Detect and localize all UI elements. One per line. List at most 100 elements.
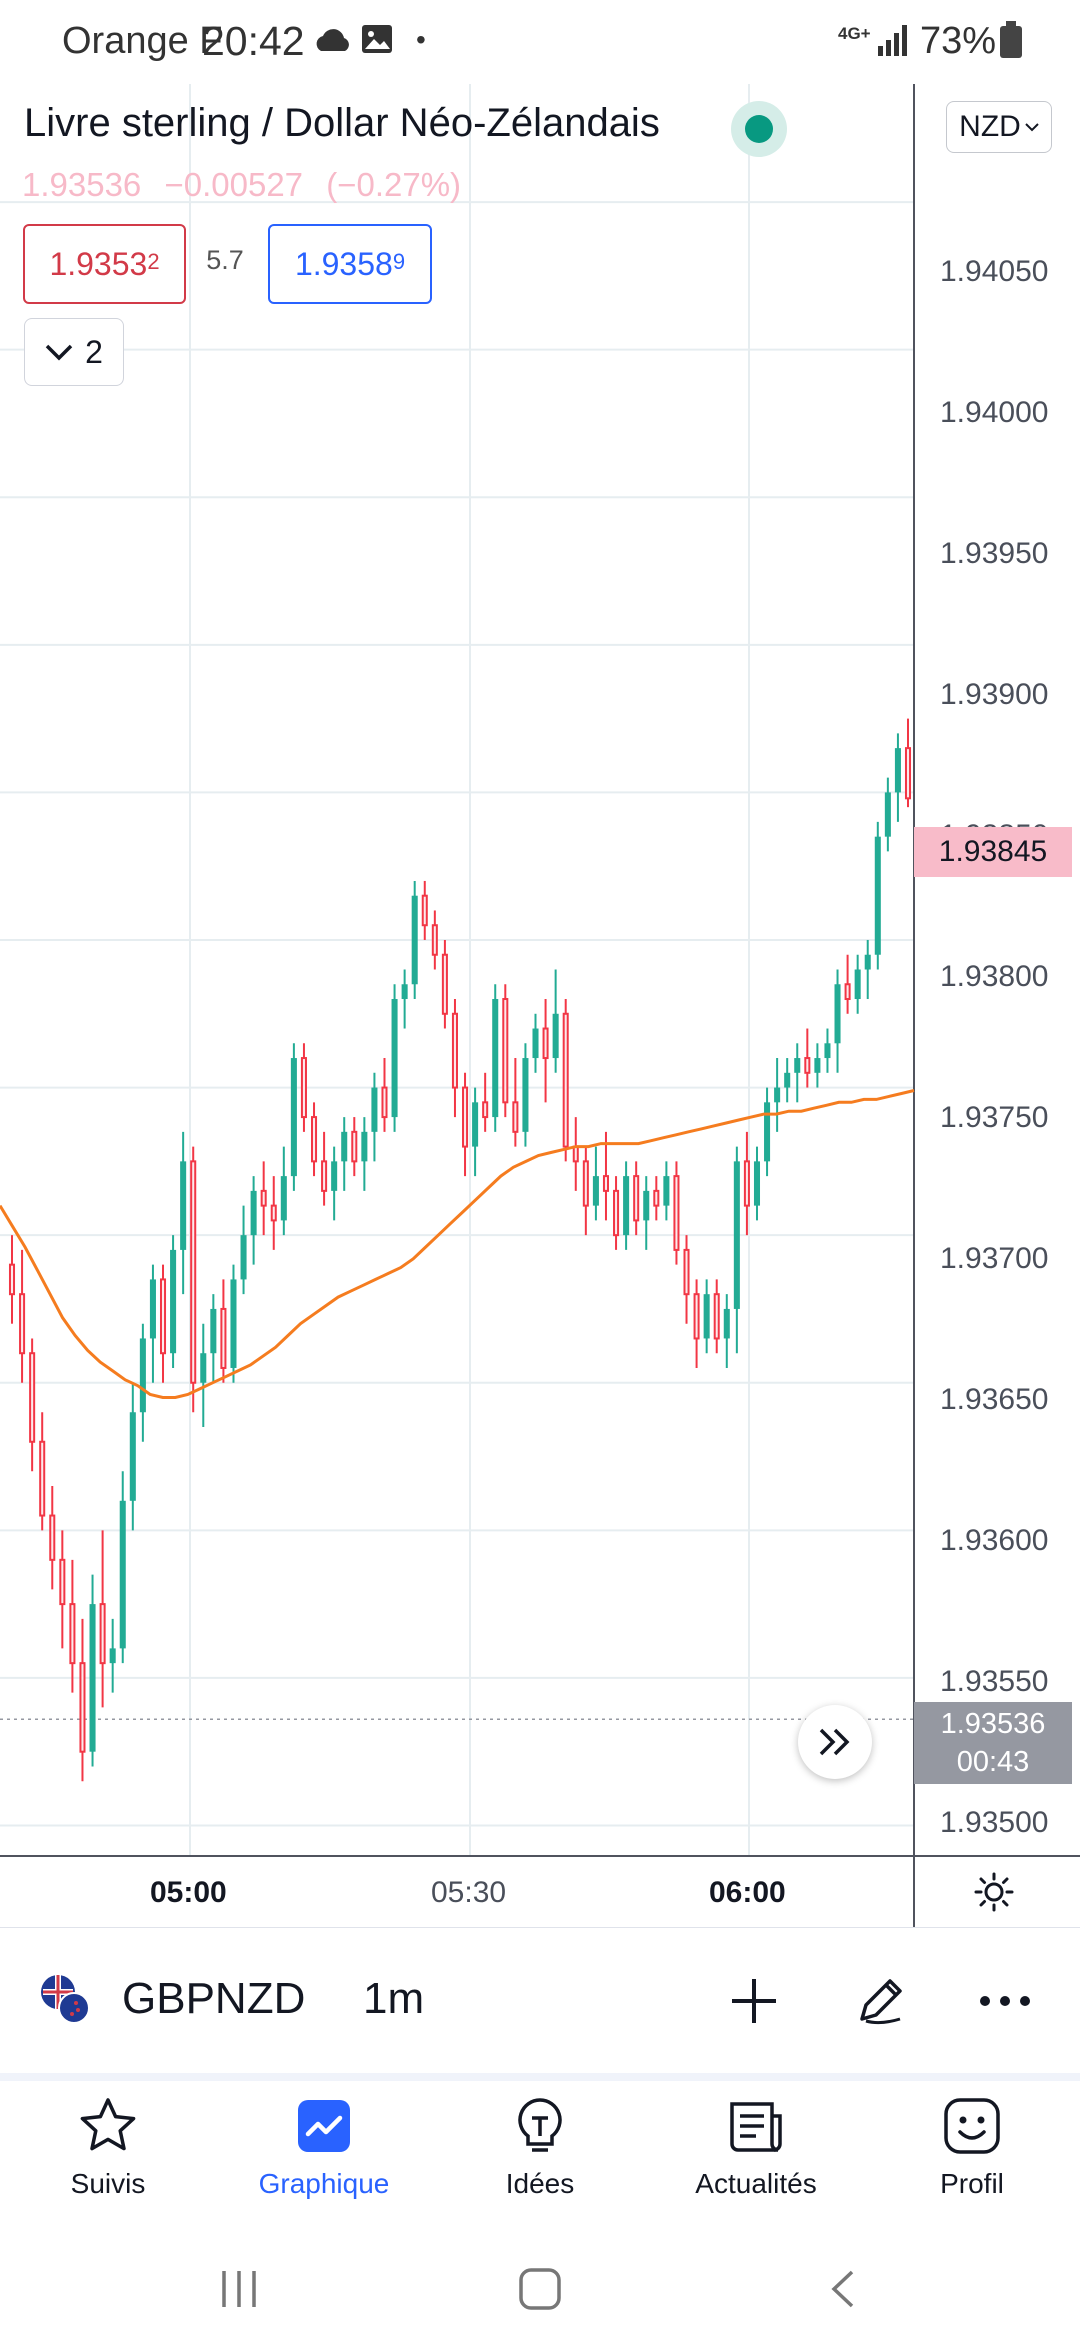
axis-divider xyxy=(913,1855,915,1927)
image-icon xyxy=(362,25,392,53)
system-navigation-bar xyxy=(0,2231,1080,2340)
price-scale-label: 1.93550 xyxy=(940,1665,1049,1698)
price-scale-label: 1.93800 xyxy=(940,960,1049,993)
time-axis[interactable] xyxy=(0,1855,1080,1929)
candle-body xyxy=(321,1160,328,1192)
currency-label: NZD xyxy=(959,110,1021,143)
price-scale-label: 1.93950 xyxy=(940,537,1049,570)
last-price-tag-value: 1.93536 xyxy=(940,1708,1046,1740)
candle-body xyxy=(673,1175,680,1251)
candle-body xyxy=(421,894,428,927)
candle-body xyxy=(733,1161,740,1309)
chart-settings-icon[interactable] xyxy=(972,1870,1016,1914)
candle-body xyxy=(8,1263,16,1296)
candle-body xyxy=(361,1131,368,1162)
time-label-0530: 05:30 xyxy=(431,1876,507,1909)
candle-body xyxy=(683,1248,690,1296)
candle-body xyxy=(542,1027,549,1060)
candle-body xyxy=(29,1352,36,1443)
candle-body xyxy=(753,1161,761,1206)
candle-body xyxy=(713,1293,720,1340)
moving-average-line xyxy=(0,1089,915,1399)
candle-body xyxy=(834,984,841,1044)
candle-body xyxy=(844,983,851,1001)
candle-body xyxy=(472,1102,479,1147)
candle-body xyxy=(462,1086,469,1148)
candle-body xyxy=(270,1204,277,1222)
symbol-name[interactable]: GBPNZD xyxy=(122,1974,306,2023)
candle-body xyxy=(99,1603,106,1665)
candle-body xyxy=(431,924,438,956)
candle-body xyxy=(371,1087,378,1132)
candle-body xyxy=(170,1249,177,1354)
nav-item-actualites[interactable]: Actualités xyxy=(648,2094,864,2200)
candle-body xyxy=(411,895,418,985)
bottom-navigation xyxy=(0,2081,1080,2231)
spread-value: 5.7 xyxy=(206,245,244,275)
more-options-icon[interactable] xyxy=(975,1971,1035,2031)
candle-body xyxy=(300,1057,307,1119)
nav-label: Actualités xyxy=(695,2168,817,2199)
cloud-icon xyxy=(316,29,349,51)
candle-body xyxy=(774,1087,781,1103)
candle-body xyxy=(784,1072,791,1088)
candle-body xyxy=(331,1161,338,1191)
smiley-icon xyxy=(944,2098,1000,2154)
nav-label: Graphique xyxy=(258,2168,390,2199)
carrier-name: Orange F xyxy=(62,20,223,62)
sell-button[interactable]: 1.9353 2 xyxy=(23,224,186,304)
double-chevron-right-icon xyxy=(819,1728,850,1756)
battery-percent: 73% xyxy=(920,20,997,62)
candle-body xyxy=(139,1338,146,1413)
battery-icon xyxy=(1000,21,1022,58)
scroll-to-realtime-button[interactable] xyxy=(798,1705,872,1779)
status-bar: Orange F 20:42 • 4G+ 73% xyxy=(0,0,1080,84)
candle-body xyxy=(804,1057,811,1074)
recent-apps-icon[interactable] xyxy=(218,2269,260,2309)
add-icon[interactable] xyxy=(724,1971,784,2031)
candle-body xyxy=(210,1308,217,1354)
price-scale-label: 1.93750 xyxy=(940,1101,1049,1134)
candle-body xyxy=(794,1058,801,1073)
currency-selector[interactable]: NZD xyxy=(946,101,1052,153)
indicators-toggle[interactable]: 2 xyxy=(24,318,124,386)
time-label-0600: 06:00 xyxy=(709,1876,786,1909)
current-price-tag: 1.93845 xyxy=(914,827,1072,877)
candle-body xyxy=(49,1514,56,1561)
candle-body xyxy=(653,1189,660,1207)
candle-body xyxy=(874,836,881,955)
currency-flags-icon xyxy=(41,1975,90,2024)
buy-button[interactable]: 1.9358 9 xyxy=(268,224,432,304)
nav-label: Suivis xyxy=(70,2168,146,2199)
nav-item-suivis[interactable]: Suivis xyxy=(0,2094,216,2200)
candle-body xyxy=(200,1353,207,1383)
price-change-percent: (−0.27%) xyxy=(326,166,462,203)
candle-body xyxy=(552,1013,559,1059)
nav-item-idees[interactable]: Idées xyxy=(432,2094,648,2200)
clock: 20:42 xyxy=(202,18,305,64)
price-chart[interactable] xyxy=(0,84,1080,1856)
price-scale-label: 1.93700 xyxy=(940,1242,1049,1275)
candle-body xyxy=(119,1500,126,1649)
candle-body xyxy=(19,1293,26,1355)
candle-body xyxy=(492,999,499,1118)
nav-label: Profil xyxy=(940,2168,1004,2199)
ask-price-pip: 9 xyxy=(392,249,406,274)
notification-dot: • xyxy=(416,24,426,55)
candle-body xyxy=(220,1307,227,1369)
candle-body xyxy=(190,1160,197,1384)
price-summary: 1.93536 −0.00527 (−0.27%) xyxy=(22,166,475,204)
candle-body xyxy=(884,792,891,837)
candle-body xyxy=(260,1189,267,1207)
back-icon[interactable] xyxy=(828,2269,858,2309)
nav-item-profil[interactable]: Profil xyxy=(864,2094,1080,2200)
candle-body xyxy=(79,1662,86,1753)
pencil-icon[interactable] xyxy=(852,1971,912,2031)
home-icon[interactable] xyxy=(518,2267,562,2311)
candle-body xyxy=(502,998,509,1104)
candle-body xyxy=(451,1012,458,1089)
nav-item-graphique[interactable]: Graphique xyxy=(216,2094,432,2200)
candle-body xyxy=(441,953,448,1015)
interval-selector[interactable]: 1m xyxy=(363,1974,425,2023)
price-scale-label: 1.93900 xyxy=(940,678,1049,711)
